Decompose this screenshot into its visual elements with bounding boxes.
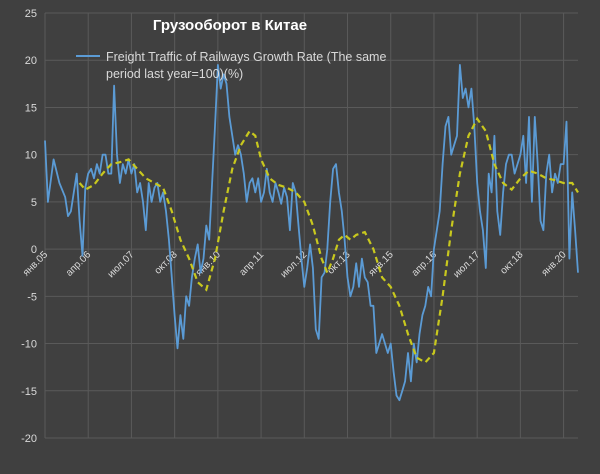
y-tick-label: 10 bbox=[25, 150, 37, 162]
y-tick-label: -10 bbox=[21, 339, 37, 351]
series-layer bbox=[44, 64, 579, 402]
y-tick-label: 20 bbox=[25, 55, 37, 67]
y-tick-label: 25 bbox=[25, 8, 37, 20]
legend-label-line2: period last year=100)(%) bbox=[106, 67, 243, 81]
y-tick-label: 15 bbox=[25, 102, 37, 114]
chart-title: Грузооборот в Китае bbox=[153, 17, 307, 34]
y-axis: -20 -15 -10 -5 0 5 10 15 20 25 bbox=[21, 8, 37, 445]
series-line-freight-growth bbox=[44, 64, 579, 402]
y-tick-label: 5 bbox=[31, 197, 37, 209]
y-tick-label: -5 bbox=[27, 291, 37, 303]
y-tick-label: 0 bbox=[31, 244, 37, 256]
legend: Freight Traffic of Railways Growth Rate … bbox=[76, 50, 386, 81]
y-tick-label: -15 bbox=[21, 386, 37, 398]
series-line-trend bbox=[78, 116, 579, 364]
y-tick-label: -20 bbox=[21, 433, 37, 445]
gridlines bbox=[44, 12, 578, 439]
legend-label-line1: Freight Traffic of Railways Growth Rate … bbox=[106, 50, 386, 64]
